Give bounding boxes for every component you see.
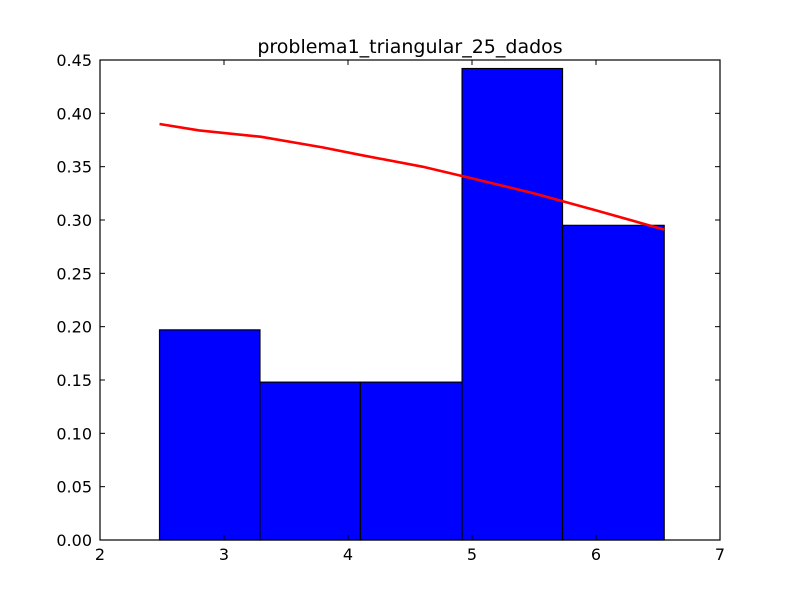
y-tick-label: 0.35 — [56, 158, 92, 177]
x-tick-label: 4 — [343, 545, 353, 564]
y-tick-label: 0.45 — [56, 51, 92, 70]
histogram-bar-1 — [158, 329, 261, 541]
y-tick-label: 0.00 — [56, 531, 92, 550]
histogram-bar-3 — [359, 381, 463, 541]
y-tick-label: 0.10 — [56, 424, 92, 443]
x-tick-label: 5 — [467, 545, 477, 564]
chart-title: problema1_triangular_25_dados — [257, 36, 562, 58]
x-tick-label: 6 — [591, 545, 601, 564]
x-tick-label: 2 — [95, 545, 105, 564]
histogram-bar-5 — [561, 224, 665, 541]
y-tick-label: 0.25 — [56, 264, 92, 283]
plot-frame — [99, 59, 721, 541]
fit-curve-line — [159, 122, 665, 231]
axis-ticks: 2 3 4 5 6 7 0.00 0.05 0.10 0.15 0.20 0.25 0.30 0.35 0.… — [56, 51, 725, 564]
x-tick-label: 7 — [715, 545, 725, 564]
histogram-bar-2 — [259, 381, 361, 541]
x-tick-label: 3 — [219, 545, 229, 564]
y-tick-label: 0.15 — [56, 371, 92, 390]
y-tick-label: 0.20 — [56, 318, 92, 337]
histogram-bar-4 — [461, 67, 564, 541]
y-tick-label: 0.30 — [56, 211, 92, 230]
y-tick-label: 0.05 — [56, 478, 92, 497]
y-tick-label: 0.40 — [56, 104, 92, 123]
bars-group — [158, 67, 665, 541]
